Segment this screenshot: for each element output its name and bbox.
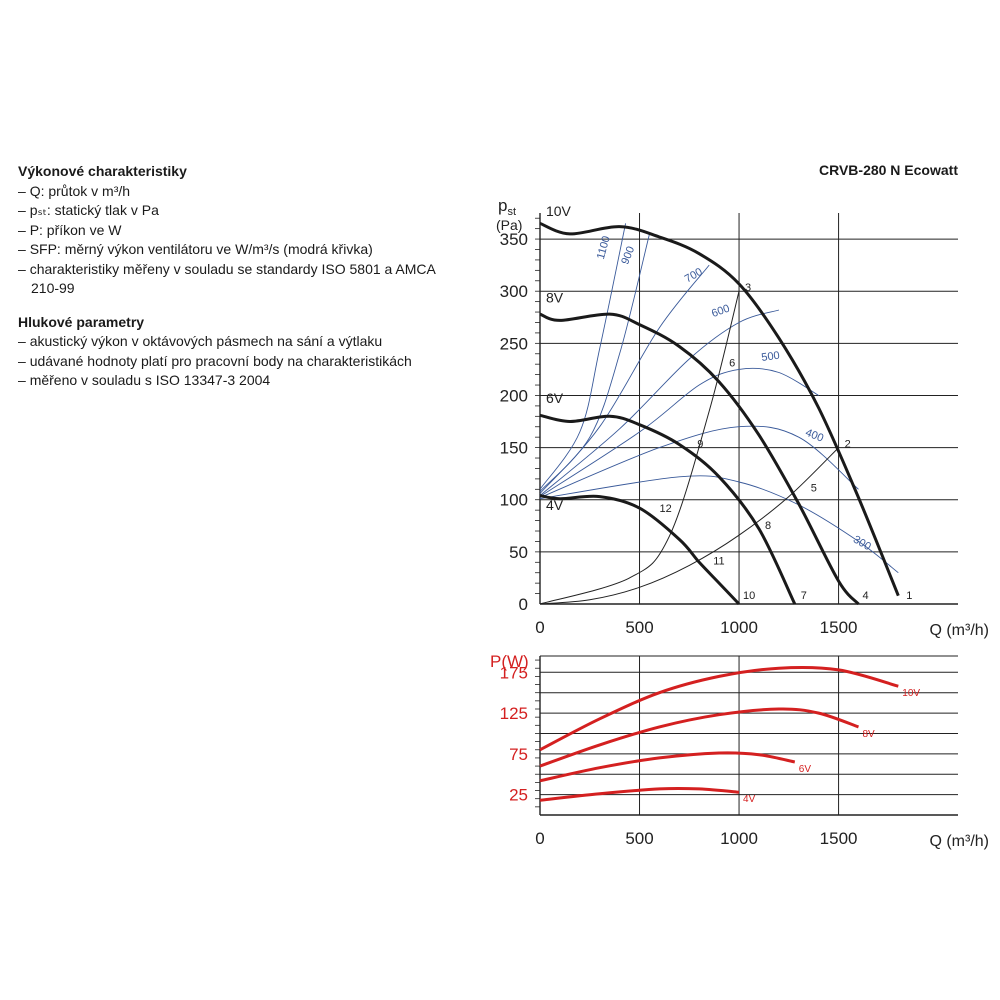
system-curve: [539, 291, 740, 605]
operating-point-label: 7: [801, 590, 807, 602]
sfp-curve-label: 1100: [595, 235, 613, 261]
operating-point-label: 6: [729, 357, 735, 369]
y-tick-label: 25: [509, 786, 528, 805]
power-curve-label: 6V: [799, 764, 812, 775]
sfp-curve-label: 500: [761, 350, 781, 364]
y-tick-label: 175: [500, 663, 528, 682]
y-tick-label: 75: [509, 745, 528, 764]
y-axis-label: pst: [498, 196, 516, 218]
x-tick-label: 1500: [820, 829, 858, 848]
sfp-curve-label: 600: [710, 303, 731, 321]
power-curve-label: 4V: [743, 794, 756, 805]
y-tick-label: 150: [500, 439, 528, 458]
fan-curve-10V: [539, 221, 900, 597]
x-axis-label: Q (m³/h): [929, 833, 989, 850]
sfp-curve-500: [539, 367, 819, 497]
operating-point-label: 11: [713, 555, 724, 567]
x-tick-label: 1500: [820, 618, 858, 637]
performance-item: Q: průtok v m³/h: [18, 182, 438, 202]
spec-list: Výkonové charakteristiky Q: průtok v m³/…: [18, 162, 438, 405]
operating-point-label: 1: [906, 590, 912, 602]
operating-point-label: 10: [743, 590, 755, 602]
x-tick-label: 0: [535, 618, 544, 637]
power-curve-label: 10V: [902, 688, 920, 699]
y-axis-label-subscript: st: [507, 206, 516, 218]
x-tick-label: 0: [535, 829, 544, 848]
x-tick-label: 1000: [720, 618, 758, 637]
performance-title: Výkonové charakteristiky: [18, 163, 187, 179]
product-name: CRVB-280 N Ecowatt: [818, 162, 958, 178]
sfp-curve-900: [539, 233, 650, 492]
voltage-label: 6V: [546, 390, 564, 406]
operating-point-label: 4: [862, 590, 868, 602]
y-tick-label: 0: [519, 595, 528, 614]
y-tick-label: 100: [500, 491, 528, 510]
noise-item: udávané hodnoty platí pro pracovní body …: [18, 352, 438, 372]
voltage-label: 8V: [546, 290, 564, 306]
operating-point-label: 8: [765, 520, 771, 532]
fan-curve-8V: [539, 312, 860, 606]
noise-item: měřeno v souladu s ISO 13347-3 2004: [18, 371, 438, 391]
sfp-curve-label: 300: [851, 534, 873, 554]
performance-list: Q: průtok v m³/h pₛₜ: statický tlak v Pa…: [18, 182, 438, 299]
operating-point-label: 2: [845, 439, 851, 451]
operating-point-label: 9: [697, 439, 703, 451]
voltage-label: 4V: [546, 497, 564, 513]
sfp-curve-400: [539, 425, 859, 499]
x-tick-label: 1000: [720, 829, 758, 848]
y-axis-unit: (Pa): [496, 217, 522, 233]
sfp-curve-label: 900: [619, 245, 637, 267]
y-tick-label: 200: [500, 386, 528, 405]
sfp-curve-label: 700: [683, 266, 705, 286]
noise-title: Hlukové parametry: [18, 313, 145, 330]
y-tick-label: 50: [509, 543, 528, 562]
y-tick-label: 250: [500, 334, 528, 353]
performance-item: charakteristiky měřeny v souladu se stan…: [18, 260, 438, 299]
operating-point-label: 12: [659, 503, 671, 515]
x-tick-label: 500: [625, 618, 653, 637]
noise-item: akustický výkon v oktávových pásmech na …: [18, 332, 438, 352]
power-curve-label: 8V: [862, 729, 875, 740]
voltage-label: 10V: [546, 203, 572, 219]
x-axis-label: Q (m³/h): [929, 622, 989, 639]
y-tick-label: 350: [500, 230, 528, 249]
performance-item: SFP: měrný výkon ventilátoru ve W/m³/s (…: [18, 240, 438, 260]
fan-curve-4V: [539, 494, 741, 606]
sfp-curve-300: [539, 475, 899, 574]
fan-curve-6V: [539, 413, 797, 605]
operating-point-label: 5: [811, 482, 817, 494]
system-curve: [539, 447, 839, 605]
y-tick-label: 125: [500, 704, 528, 723]
sfp-curve-600: [539, 309, 780, 496]
y-axis-label: P(W): [490, 652, 529, 671]
y-tick-label: 300: [500, 282, 528, 301]
power-curve-4V: [539, 786, 740, 802]
sfp-curve-700: [539, 264, 710, 494]
performance-item: pₛₜ: statický tlak v Pa: [18, 201, 438, 221]
power-curve-6V: [539, 751, 796, 783]
operating-point-label: 3: [745, 282, 751, 294]
noise-list: akustický výkon v oktávových pásmech na …: [18, 332, 438, 391]
power-curve-8V: [539, 707, 859, 768]
performance-item: P: příkon ve W: [18, 221, 438, 241]
x-tick-label: 500: [625, 829, 653, 848]
power-curve-10V: [539, 665, 899, 752]
sfp-curve-1100: [539, 223, 627, 490]
